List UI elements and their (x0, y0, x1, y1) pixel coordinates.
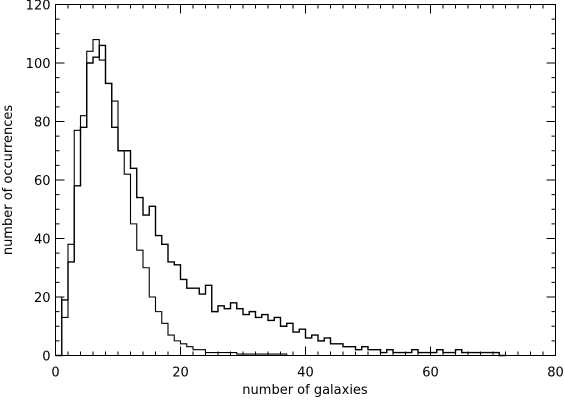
x-axis-title: number of galaxies (242, 383, 368, 398)
y-axis-title: number of occurrences (1, 105, 16, 256)
y-tick-label: 0 (42, 350, 50, 365)
y-tick-label: 60 (34, 174, 51, 189)
x-tick-label: 0 (51, 366, 59, 381)
y-tick-label: 40 (34, 233, 51, 248)
histogram-series-1 (55, 44, 506, 357)
y-tick-label: 100 (26, 57, 51, 72)
y-tick-label: 120 (26, 0, 51, 14)
x-tick-label: 60 (422, 366, 439, 381)
axis-tick-labels: 0 20 40 60 80 0 20 40 60 80 100 120 (26, 0, 564, 381)
histogram-series-2 (55, 39, 293, 357)
x-tick-label: 80 (547, 366, 564, 381)
y-tick-label: 20 (34, 291, 51, 306)
x-tick-label: 20 (172, 366, 189, 381)
histogram-series (55, 39, 506, 357)
y-tick-label: 80 (34, 116, 51, 131)
x-tick-label: 40 (297, 366, 314, 381)
